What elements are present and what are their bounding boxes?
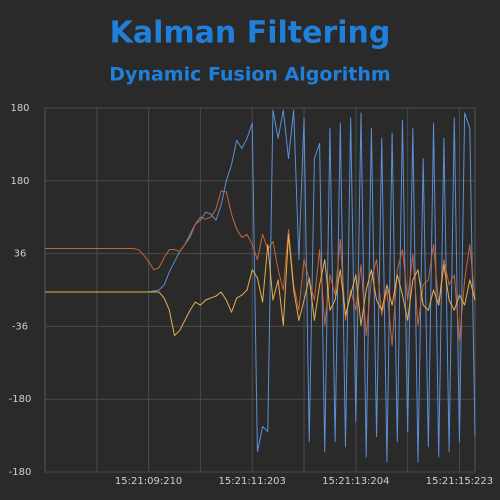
series-line (45, 109, 476, 463)
series-line (45, 233, 476, 336)
y-tick-label: 36 (14, 249, 27, 260)
y-tick-label: 180 (10, 176, 29, 187)
x-tick-label: 15:21:11:203 (219, 476, 286, 487)
x-tick-label: 15:21:15:223 (426, 476, 493, 487)
y-tick-label: -36 (12, 321, 28, 332)
chart-subtitle: Dynamic Fusion Algorithm (109, 64, 390, 86)
y-tick-label: -180 (9, 394, 32, 405)
y-tick-label: -180 (9, 467, 32, 478)
chart-title: Kalman Filtering (110, 16, 391, 51)
x-tick-label: 15:21:13:204 (322, 476, 389, 487)
y-tick-label: 180 (10, 103, 29, 114)
series-line (45, 190, 476, 347)
x-tick-label: 15:21:09:210 (115, 476, 182, 487)
